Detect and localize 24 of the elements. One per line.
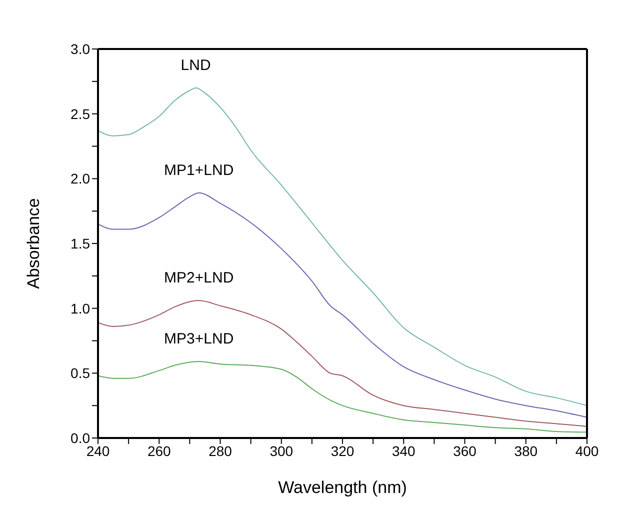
y-tick-label: 1.5 xyxy=(70,235,90,252)
y-tick-label: 2.0 xyxy=(70,170,90,187)
x-tick-label: 280 xyxy=(208,442,232,459)
x-axis-title: Wavelength (nm) xyxy=(278,478,407,497)
y-tick-label: 2.5 xyxy=(70,106,90,122)
x-tick-label: 360 xyxy=(453,442,477,459)
line-series xyxy=(98,360,587,433)
series-label: MP2+LND xyxy=(164,270,234,287)
x-tick-label: 340 xyxy=(392,442,416,459)
series-label: MP3+LND xyxy=(164,330,234,348)
y-tick-label: 3.0 xyxy=(70,40,90,57)
series-label: LND xyxy=(180,56,211,74)
series-label: MP1+LND xyxy=(164,162,234,179)
line-series xyxy=(98,87,587,406)
y-axis-title: Absorbance xyxy=(24,198,44,289)
x-tick-label: 400 xyxy=(575,442,599,459)
y-tick-label: 0.5 xyxy=(70,365,90,382)
line-series xyxy=(98,300,587,427)
x-tick-label: 300 xyxy=(270,442,294,459)
x-tick-label: 320 xyxy=(330,442,354,459)
y-tick-label: 1.0 xyxy=(70,300,90,316)
x-tick-label: 380 xyxy=(514,442,538,459)
line-series xyxy=(98,192,587,418)
x-tick-label: 260 xyxy=(147,442,172,459)
